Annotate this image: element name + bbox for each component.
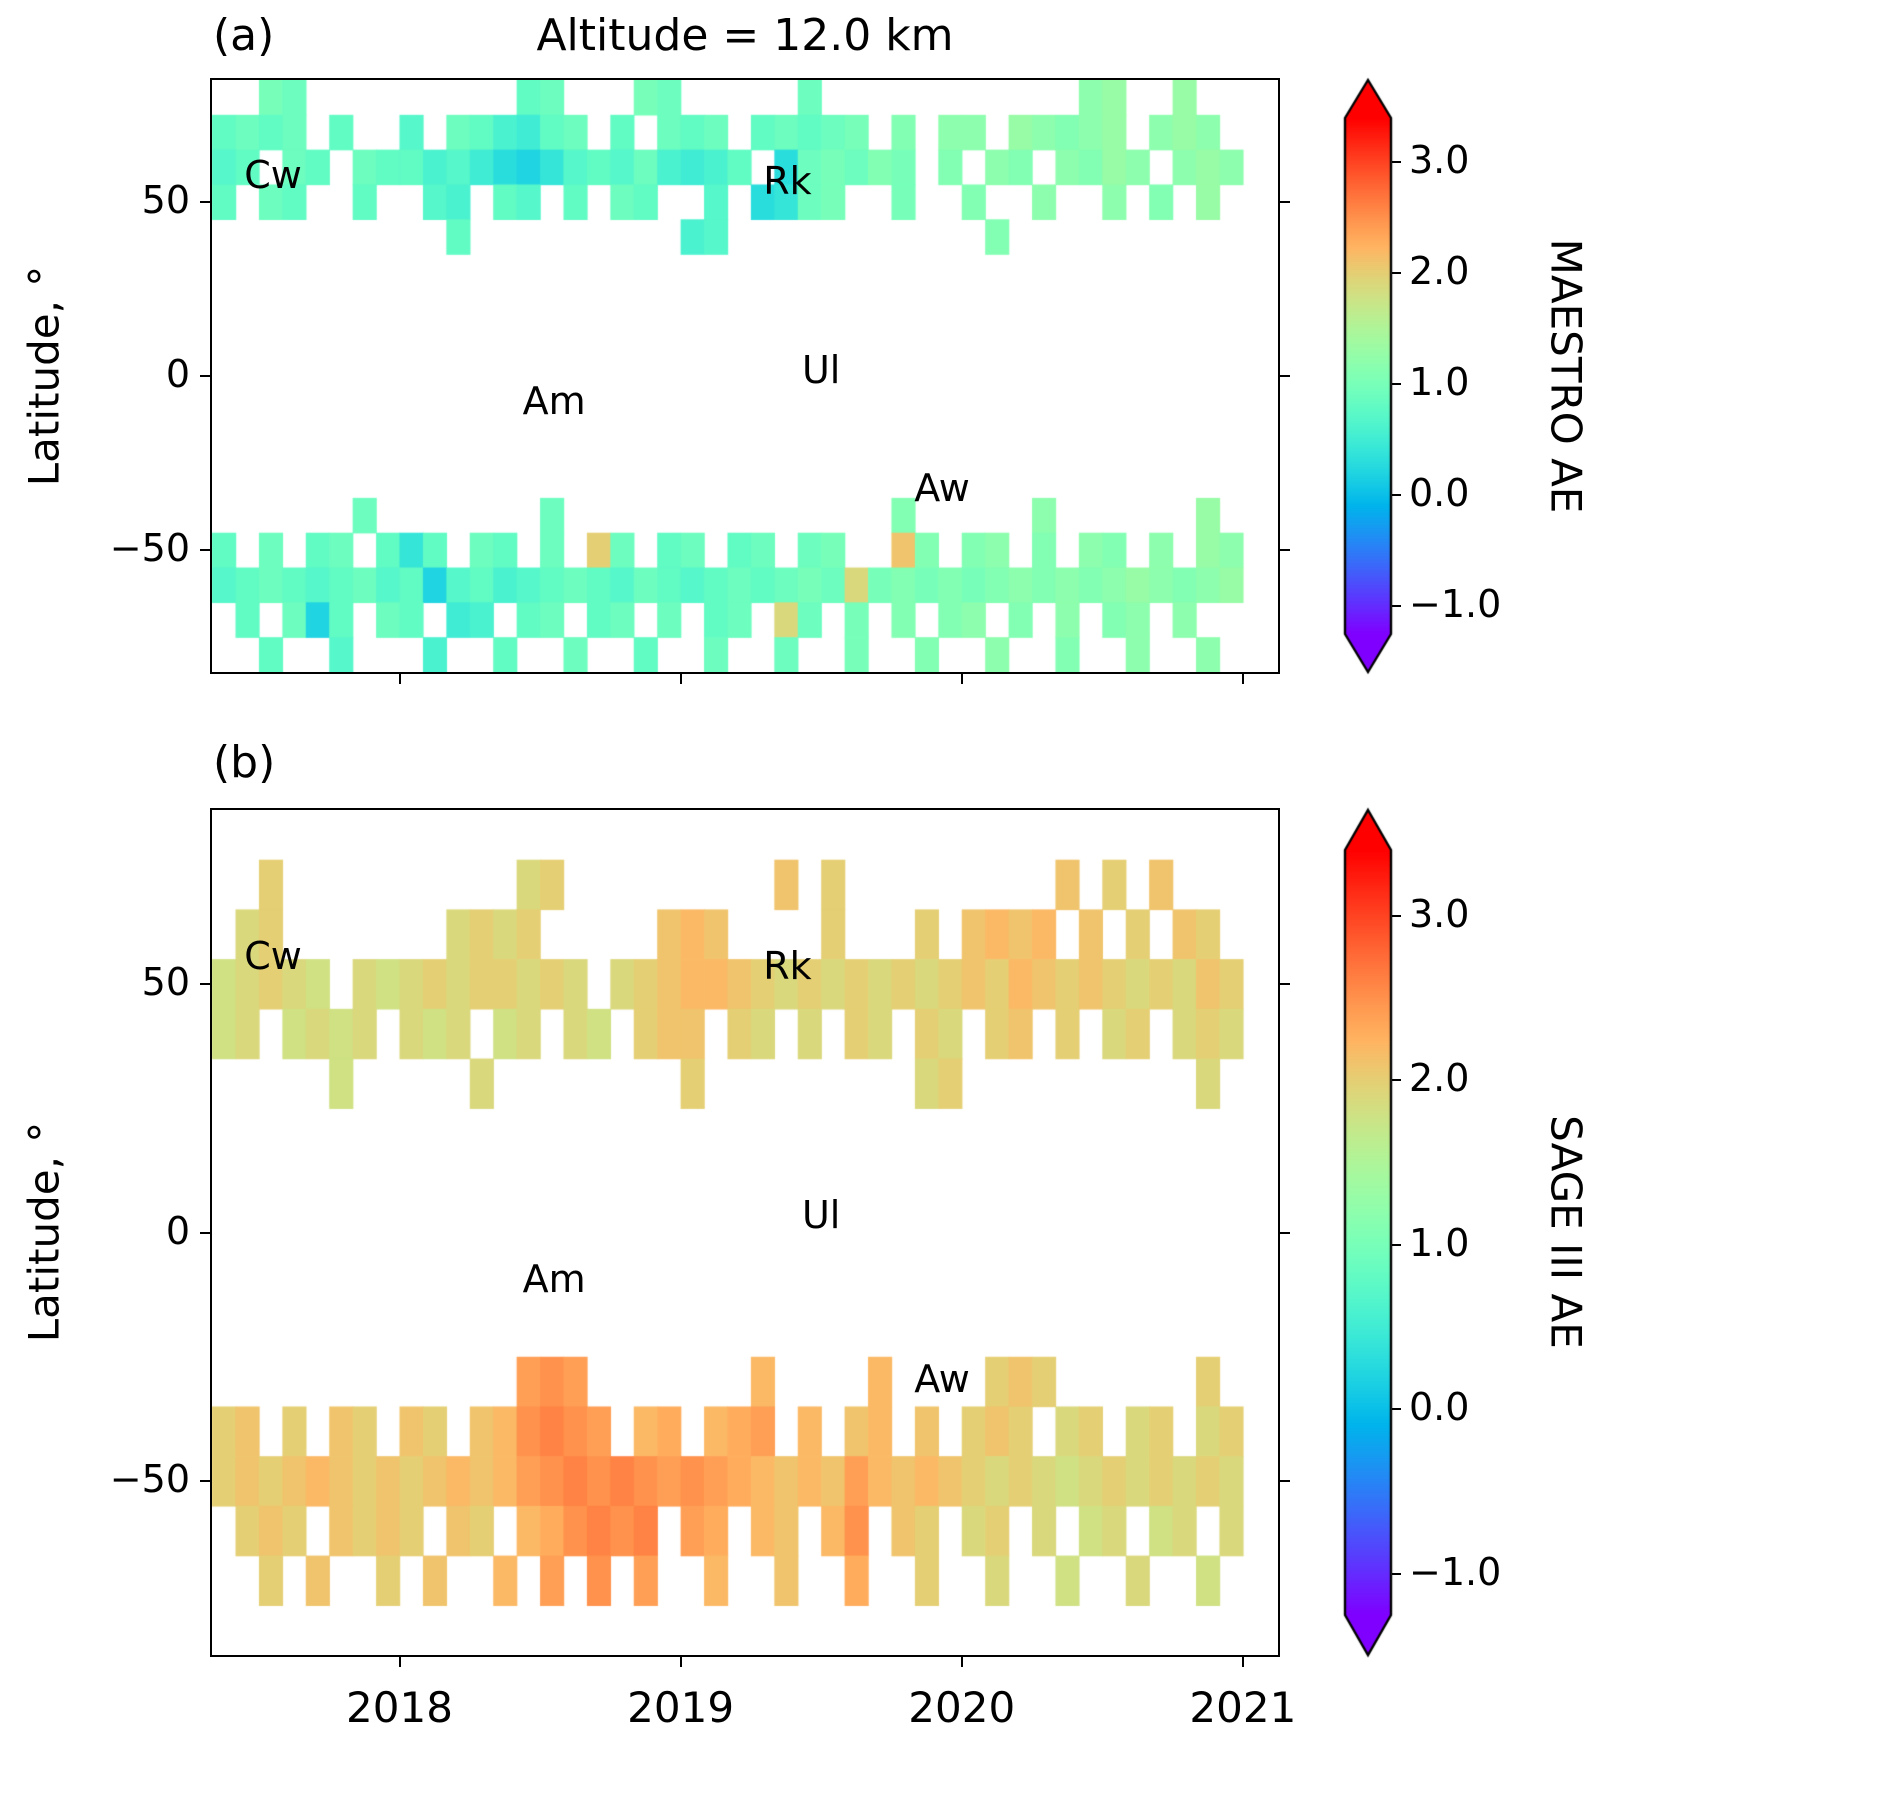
- colorbar-tick-label-b: 3.0: [1409, 891, 1470, 936]
- annotation-am-a: Am: [522, 378, 586, 423]
- y-tick-right-b: [1280, 1480, 1290, 1483]
- x-tick-label: 2021: [1189, 1683, 1297, 1732]
- y-tick-a: [200, 549, 210, 552]
- x-tick-b: [1241, 1657, 1244, 1667]
- colorbar-b: [1342, 807, 1394, 1658]
- y-tick-right-b: [1280, 1231, 1290, 1234]
- annotation-aw-a: Aw: [914, 465, 970, 510]
- annotation-ul-a: Ul: [801, 347, 841, 392]
- colorbar-tick-a: [1392, 383, 1401, 386]
- panel-a-tag: (a): [213, 10, 275, 61]
- x-tick-label: 2020: [908, 1683, 1016, 1732]
- annotation-am-b: Am: [522, 1257, 586, 1302]
- x-tick-a: [960, 674, 963, 684]
- colorbar-tick-b: [1392, 1079, 1401, 1082]
- colorbar-tick-a: [1392, 494, 1401, 497]
- panel-a-y-axis-label: Latitude, °: [19, 265, 69, 487]
- colorbar-tick-a: [1392, 272, 1401, 275]
- y-tick-right-a: [1280, 549, 1290, 552]
- x-tick-label: 2018: [346, 1683, 453, 1732]
- colorbar-tick-label-b: −1.0: [1409, 1549, 1502, 1594]
- y-tick-label-b: 0: [165, 1208, 190, 1253]
- y-tick-a: [200, 200, 210, 203]
- annotation-rk-b: Rk: [763, 944, 812, 989]
- panel-b-tag: (b): [213, 737, 276, 788]
- plot-box-a: [210, 78, 1280, 674]
- y-tick-b: [200, 1480, 210, 1483]
- x-tick-label: 2019: [627, 1683, 735, 1732]
- y-tick-label-a: 0: [165, 352, 190, 396]
- x-tick-a: [398, 674, 401, 684]
- y-tick-a: [200, 375, 210, 377]
- colorbar-tick-label-a: −1.0: [1409, 582, 1502, 627]
- colorbar-tick-label-b: 2.0: [1409, 1056, 1470, 1101]
- plot-box-b: [210, 808, 1280, 1657]
- colorbar-tick-b: [1392, 1243, 1401, 1246]
- colorbar-a: [1342, 77, 1394, 675]
- x-tick-b: [679, 1657, 682, 1667]
- x-tick-a: [1241, 674, 1244, 684]
- heatmap-b: [212, 810, 1278, 1655]
- colorbar-tick-a: [1392, 161, 1401, 164]
- y-tick-label-a: 50: [141, 177, 190, 222]
- y-tick-label-b: −50: [109, 1457, 190, 1502]
- y-tick-b: [200, 1231, 210, 1234]
- colorbar-tick-label-b: 0.0: [1409, 1385, 1470, 1430]
- colorbar-tick-b: [1392, 914, 1401, 917]
- x-tick-b: [398, 1657, 401, 1667]
- y-tick-right-b: [1280, 982, 1290, 985]
- panel-a-title: Altitude = 12.0 km: [536, 10, 954, 61]
- colorbar-tick-label-a: 0.0: [1409, 471, 1470, 516]
- annotation-rk-a: Rk: [763, 159, 812, 204]
- y-tick-b: [200, 982, 210, 985]
- colorbar-tick-label-a: 3.0: [1409, 138, 1470, 183]
- colorbar-tick-a: [1392, 605, 1401, 608]
- y-tick-right-a: [1280, 200, 1290, 203]
- colorbar-tick-label-a: 2.0: [1409, 249, 1470, 294]
- colorbar-b-label: SAGE III AE: [1541, 1115, 1591, 1349]
- x-tick-a: [679, 674, 682, 684]
- colorbar-tick-b: [1392, 1408, 1401, 1411]
- panel-b-y-axis-label: Latitude, °: [19, 1121, 69, 1343]
- colorbar-tick-label-a: 1.0: [1409, 360, 1470, 405]
- annotation-aw-b: Aw: [914, 1356, 970, 1401]
- y-tick-label-b: 50: [141, 959, 190, 1004]
- colorbar-tick-b: [1392, 1572, 1401, 1575]
- colorbar-tick-label-b: 1.0: [1409, 1220, 1470, 1265]
- annotation-ul-b: Ul: [801, 1192, 841, 1237]
- annotation-cw-a: Cw: [244, 152, 302, 197]
- heatmap-a: [212, 80, 1278, 672]
- y-tick-label-a: −50: [109, 526, 190, 571]
- annotation-cw-b: Cw: [244, 934, 302, 979]
- colorbar-a-label: MAESTRO AE: [1541, 238, 1591, 514]
- y-tick-right-a: [1280, 375, 1290, 377]
- x-tick-b: [960, 1657, 963, 1667]
